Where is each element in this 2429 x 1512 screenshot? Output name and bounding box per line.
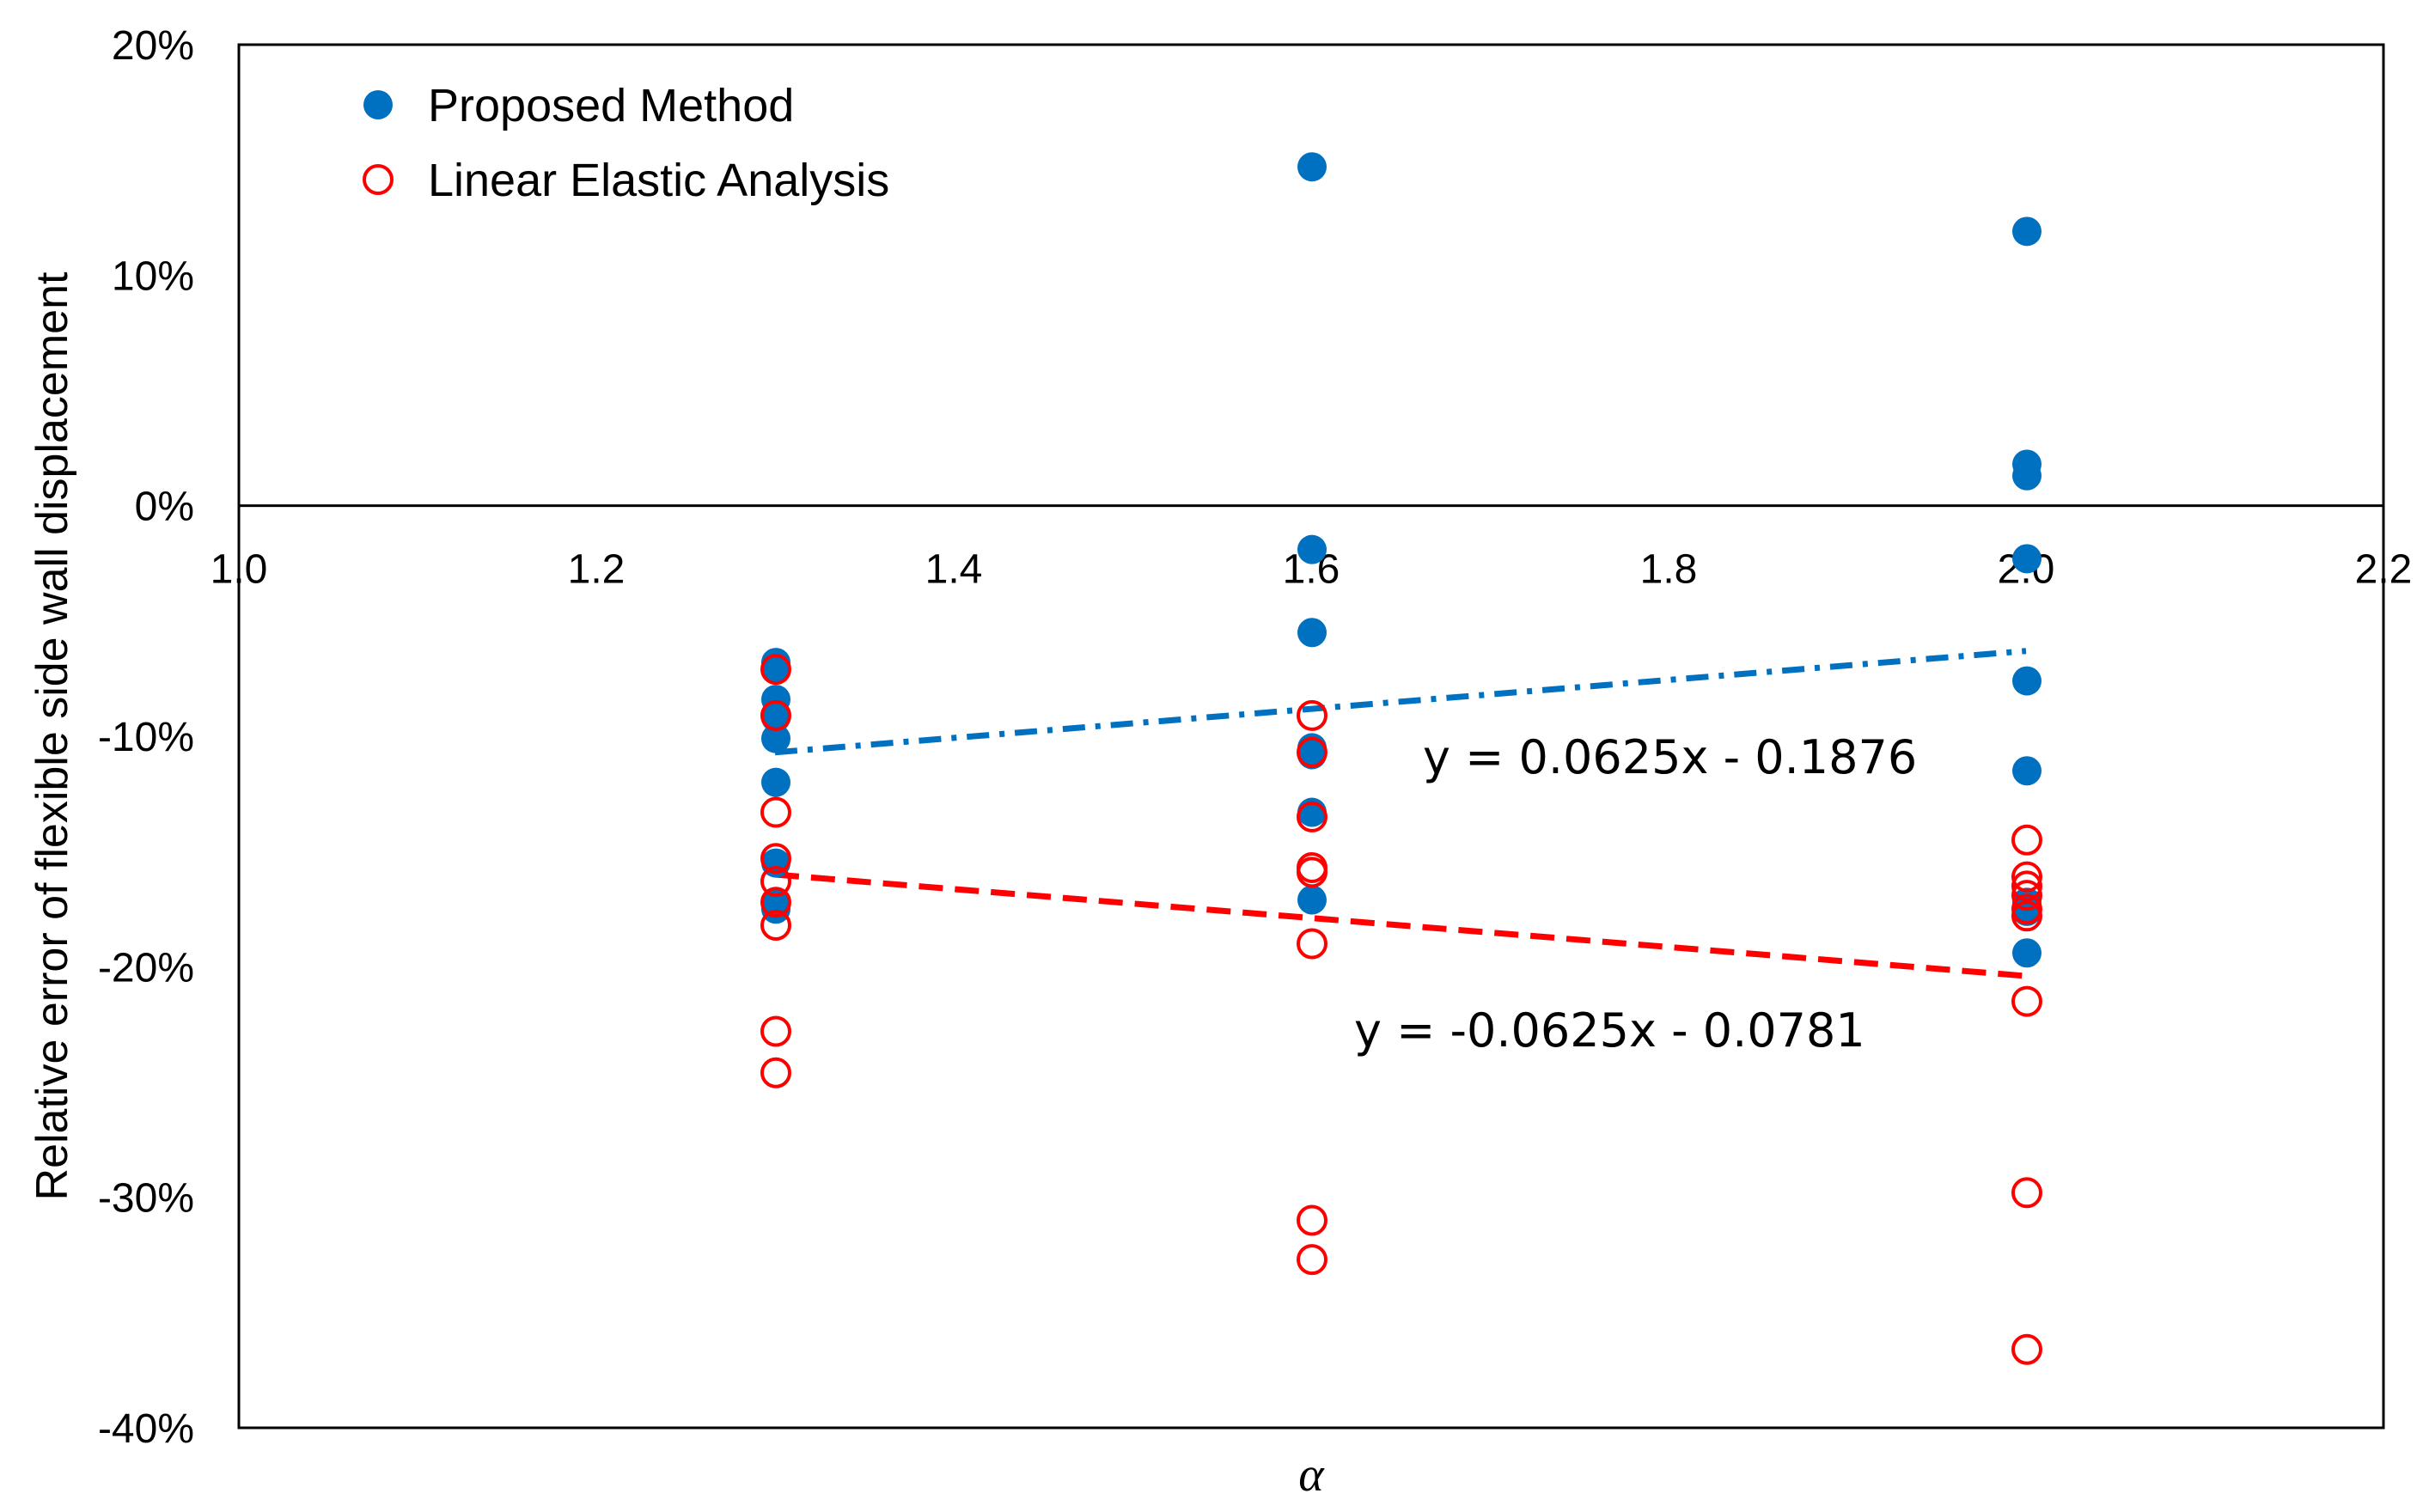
data-point-linear-elastic — [2011, 900, 2042, 932]
data-point-linear-elastic — [2011, 1177, 2042, 1209]
data-point-linear-elastic — [1297, 1244, 1327, 1276]
data-point-proposed — [761, 767, 790, 797]
data-point-linear-elastic — [760, 910, 791, 942]
y-tick-label: 10% — [112, 253, 194, 299]
x-tick-label: 1.0 — [211, 547, 268, 593]
data-point-linear-elastic — [760, 887, 791, 918]
y-tick-label: -10% — [98, 715, 194, 760]
data-point-proposed — [1297, 534, 1327, 564]
data-point-linear-elastic — [2011, 870, 2042, 902]
trendline-linear-elastic — [774, 871, 2027, 979]
data-point-linear-elastic — [1297, 736, 1327, 768]
x-axis-title: α — [1298, 1448, 1325, 1502]
data-point-proposed — [2012, 756, 2041, 786]
trendline-equation-proposed: y = 0.0625x - 0.1876 — [1423, 730, 1917, 784]
x-tick-label: 2.2 — [2355, 547, 2413, 593]
data-point-proposed — [761, 655, 790, 685]
data-point-linear-elastic — [1297, 1204, 1327, 1236]
data-point-linear-elastic — [760, 699, 791, 731]
data-point-linear-elastic — [1297, 928, 1327, 960]
y-tick-label: 0% — [135, 485, 194, 530]
legend-label-proposed: Proposed Method — [428, 80, 794, 131]
trendline-equation-linear-elastic: y = -0.0625x - 0.0781 — [1354, 1003, 1865, 1058]
y-tick-label: -20% — [98, 945, 194, 991]
data-point-linear-elastic — [760, 843, 791, 875]
data-point-proposed — [1297, 618, 1327, 648]
data-point-linear-elastic — [760, 1057, 791, 1088]
x-tick-label: 1.8 — [1640, 547, 1698, 593]
data-point-proposed — [1297, 152, 1327, 182]
legend-label-linear-elastic: Linear Elastic Analysis — [428, 155, 889, 206]
data-point-proposed — [1297, 885, 1327, 915]
x-tick-label: 1.2 — [568, 547, 626, 593]
data-point-linear-elastic — [2011, 824, 2042, 856]
data-point-proposed — [2012, 666, 2041, 696]
data-point-linear-elastic — [2011, 880, 2042, 911]
data-point-proposed — [2012, 216, 2041, 247]
data-point-linear-elastic — [760, 866, 791, 898]
x-tick-label: 1.4 — [925, 547, 983, 593]
data-point-proposed — [761, 723, 790, 753]
data-point-linear-elastic — [760, 796, 791, 828]
y-tick-label: -30% — [98, 1176, 194, 1222]
data-point-proposed — [2012, 460, 2041, 491]
data-point-proposed — [2012, 544, 2041, 574]
data-point-linear-elastic — [2011, 1333, 2042, 1365]
legend-marker-linear-elastic — [363, 164, 394, 195]
data-point-linear-elastic — [2011, 861, 2042, 893]
y-tick-label: -40% — [98, 1406, 194, 1452]
data-point-linear-elastic — [1297, 699, 1327, 731]
data-point-proposed — [761, 894, 790, 924]
data-point-linear-elastic — [760, 654, 791, 686]
data-point-proposed — [2012, 938, 2041, 968]
y-axis-title: Relative error of flexible side wall dis… — [27, 271, 77, 1200]
data-point-linear-elastic — [760, 1015, 791, 1047]
legend-marker-proposed — [363, 90, 393, 119]
data-point-linear-elastic — [2011, 985, 2042, 1017]
data-point-linear-elastic — [1297, 857, 1327, 888]
legend: Proposed Method Linear Elastic Analysis — [363, 80, 889, 206]
y-tick-label: 20% — [112, 23, 194, 69]
trendline-proposed — [774, 648, 2027, 756]
data-point-linear-elastic — [1297, 801, 1327, 832]
